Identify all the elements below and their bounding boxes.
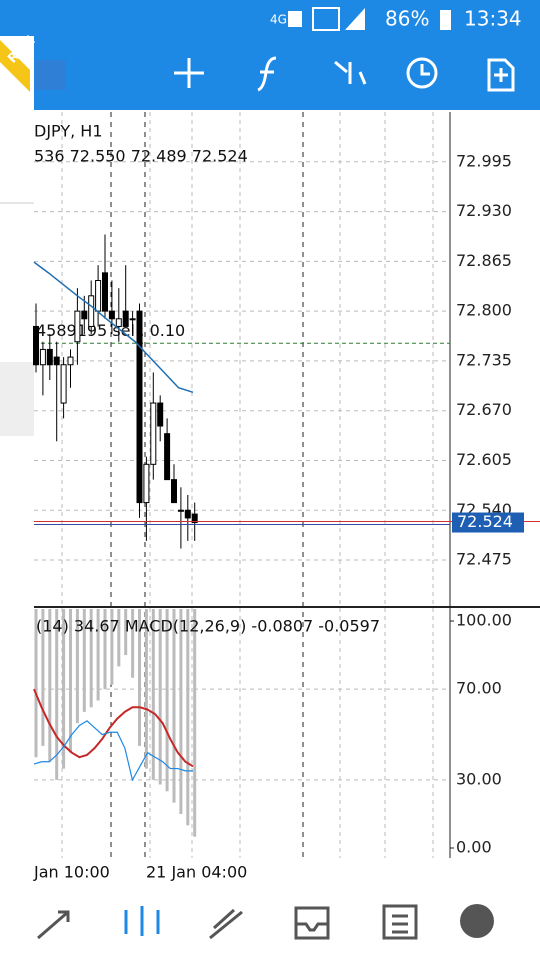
candle-body [88,295,95,327]
new-order-icon[interactable] [487,58,515,92]
candle-body [150,402,157,465]
history-hand [420,64,430,76]
nav-icons [37,904,418,940]
side-handle [0,362,34,436]
candle-body [81,310,88,320]
symbol-label: DJPY, H1 [34,122,103,141]
signal-icon [312,7,340,31]
candle-body [46,348,53,366]
indicator-label: (14) 34.67 MACD(12,26,9) -0.0807 -0.0597 [36,617,380,636]
crosshair-icon[interactable] [174,58,204,88]
price-tick-label: 72.605 [456,450,512,469]
price-tick-label: 72.995 [456,151,512,170]
candle-body [143,463,150,504]
candle-body [95,279,102,312]
candle-body [115,318,122,327]
candle-body [102,272,108,312]
current-price: 72.524 [457,512,513,531]
function-icon[interactable] [257,56,277,92]
app-logo[interactable] [36,60,66,90]
signal-icon-2 [345,8,365,30]
candle-body [39,348,46,366]
candle-body [191,513,198,524]
x-label: Jan 10:00 [33,863,110,882]
candle-body [164,433,171,481]
candle-body [60,364,67,404]
candle-body [171,479,177,504]
moving-average [33,261,194,394]
price-tick-label: 72.930 [456,201,512,220]
candle-body [122,310,129,327]
candle-body [108,310,115,320]
x-label: 21 Jan 04:00 [146,863,247,882]
history-icon[interactable] [406,57,438,89]
bottom-nav [0,890,540,960]
candle-body [129,318,136,321]
candle-body [184,509,191,519]
indicator-tick-label: 30.00 [456,769,502,788]
candle-body [74,310,81,343]
order-label: 4589195 sell, 0.10 [36,321,185,340]
price-tick-label: 72.800 [456,301,512,320]
news-icon[interactable] [382,904,418,940]
candle-body [136,310,143,504]
candle-body [67,356,74,366]
home-icon [288,11,302,27]
candle-body [177,509,184,512]
trade-nav-icon[interactable] [209,908,243,940]
chat-icon[interactable] [460,904,494,938]
main-line [33,720,193,782]
battery-icon [440,10,451,30]
badge-ribbon [0,40,30,92]
price-tick-label: 72.670 [456,400,512,419]
ohlc-label: 536 72.550 72.489 72.524 [34,147,248,166]
candle-body [157,402,164,427]
indicator-tick-label: 0.00 [456,838,492,857]
history-nav-icon[interactable] [294,906,330,940]
chart-area: 72.995 72.930 72.865 72.800 72.735 72.670 72.6… [33,112,540,858]
price-box [452,512,524,533]
price-tick-label: 72.865 [456,251,512,270]
indicator-tick-label: 70.00 [456,679,502,698]
trade-icon[interactable] [334,60,367,85]
toolbar [174,56,515,92]
candle-body [33,325,39,366]
battery: 86% [385,7,429,31]
clock: 13:34 [464,7,522,31]
price-tick-label: 72.735 [456,350,512,369]
indicator-tick-label: 100.00 [456,611,512,630]
chart-icon[interactable] [124,906,160,936]
candle-body [53,356,60,366]
network: 4G [270,13,287,27]
signal-line [33,688,194,768]
quotes-icon[interactable] [37,910,70,940]
price-tick-label: 72.475 [456,550,512,569]
